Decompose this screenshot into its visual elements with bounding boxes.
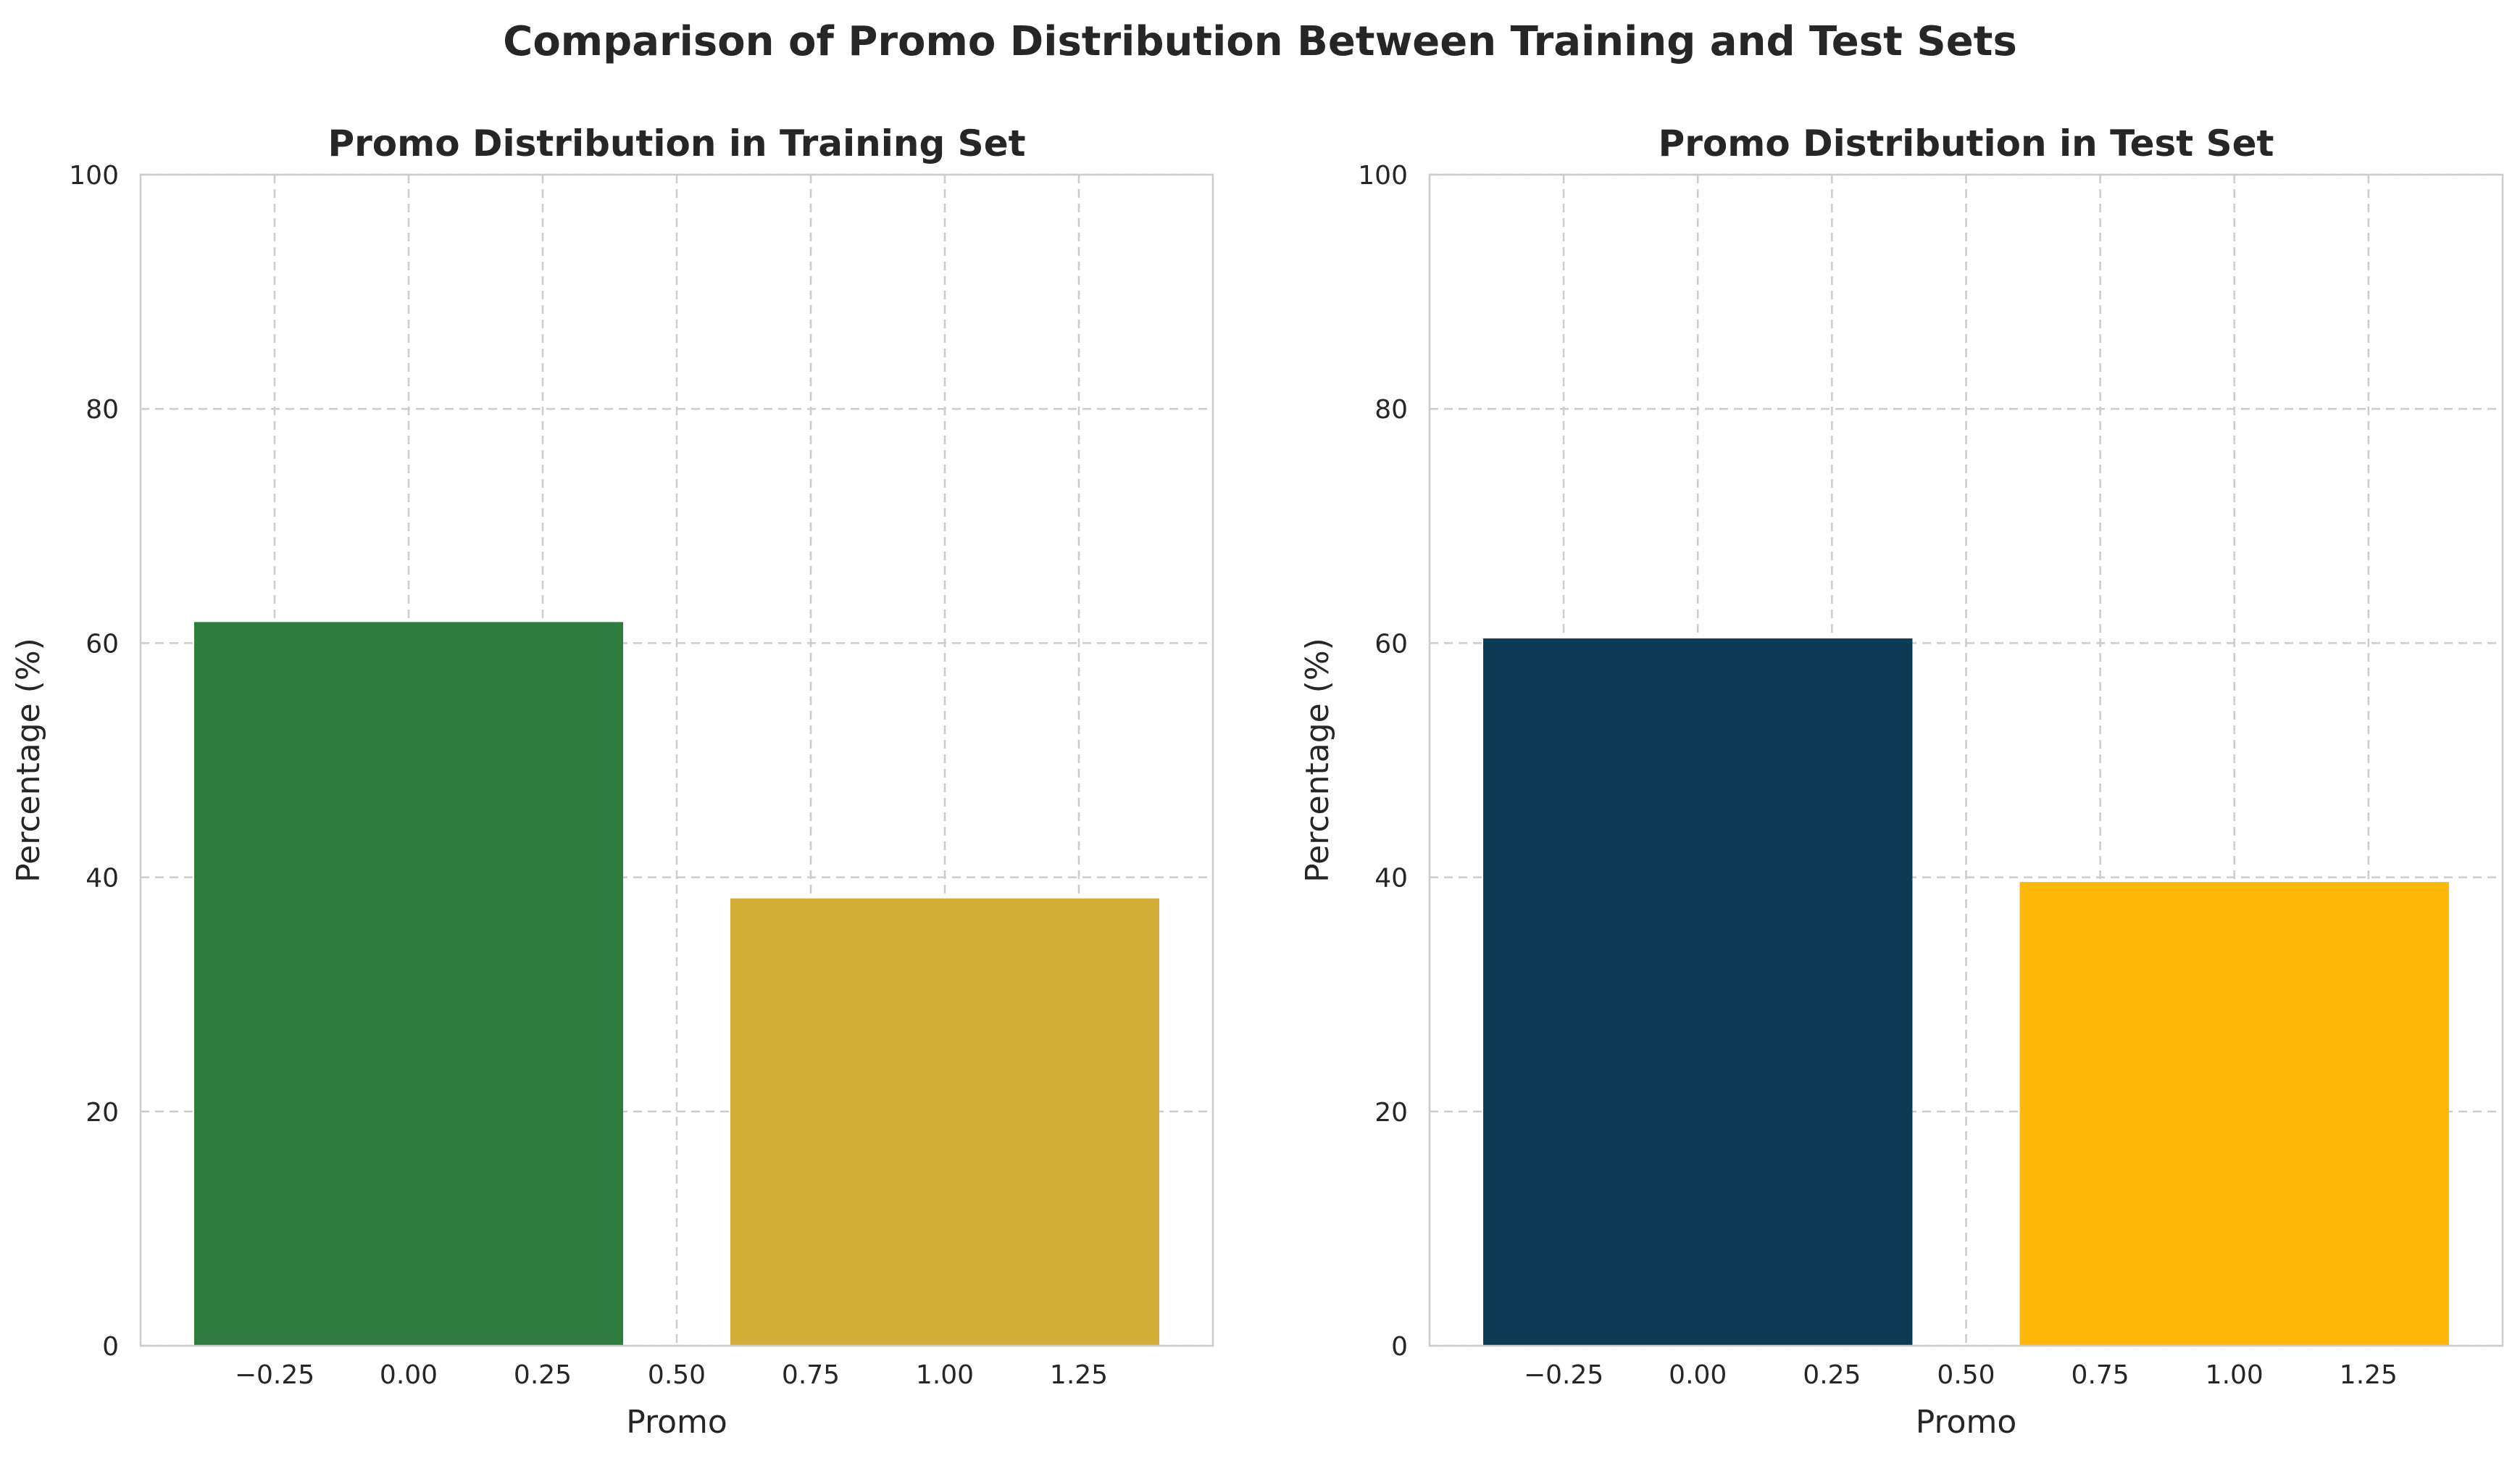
- figure-suptitle: Comparison of Promo Distribution Between…: [503, 18, 2017, 65]
- test-y-axis-label: Percentage (%): [1299, 638, 1336, 883]
- test-xtick-label-4: 0.75: [2072, 1360, 2129, 1390]
- training-bar-promo-0: [194, 622, 623, 1346]
- training-ytick-label-2: 40: [85, 864, 119, 894]
- test-panel-title: Promo Distribution in Test Set: [1659, 122, 2274, 165]
- training-y-axis-label: Percentage (%): [10, 638, 47, 883]
- training-xtick-label-3: 0.50: [648, 1360, 706, 1390]
- training-bars: [194, 622, 1159, 1346]
- training-ytick-label-4: 80: [85, 395, 119, 425]
- test-ytick-label-2: 40: [1374, 864, 1408, 894]
- test-set-panel: Promo Distribution in Test Set Promo Per…: [1299, 122, 2504, 1441]
- test-axes-frame: [1428, 173, 2504, 1347]
- test-x-axis-label: Promo: [1916, 1404, 2017, 1441]
- training-ytick-label-0: 0: [102, 1332, 119, 1362]
- test-ytick-label-0: 0: [1391, 1332, 1408, 1362]
- test-bar-promo-1: [2019, 882, 2449, 1346]
- training-xtick-label-2: 0.25: [514, 1360, 572, 1390]
- test-bars: [1483, 638, 2449, 1346]
- test-xtick-label-1: 0.00: [1669, 1360, 1727, 1390]
- training-xtick-label-6: 1.25: [1050, 1360, 1108, 1390]
- test-ytick-label-3: 60: [1374, 629, 1408, 659]
- training-xtick-label-0: −0.25: [235, 1360, 314, 1390]
- training-set-panel: Promo Distribution in Training Set Promo…: [10, 122, 1214, 1441]
- test-bar-promo-0: [1483, 638, 1913, 1346]
- test-ytick-label-4: 80: [1374, 395, 1408, 425]
- training-bar-promo-1: [730, 898, 1159, 1346]
- training-ytick-label-1: 20: [85, 1098, 119, 1128]
- training-xtick-label-4: 0.75: [782, 1360, 840, 1390]
- training-ytick-label-5: 100: [69, 161, 119, 191]
- training-xtick-label-5: 1.00: [916, 1360, 974, 1390]
- test-ytick-label-5: 100: [1358, 161, 1408, 191]
- training-ytick-label-3: 60: [85, 629, 119, 659]
- training-panel-title: Promo Distribution in Training Set: [327, 122, 1025, 165]
- test-ytick-label-1: 20: [1374, 1098, 1408, 1128]
- training-axes-frame: [139, 173, 1214, 1347]
- test-xtick-label-6: 1.25: [2340, 1360, 2398, 1390]
- training-xtick-label-1: 0.00: [380, 1360, 438, 1390]
- test-xtick-label-2: 0.25: [1803, 1360, 1861, 1390]
- test-xtick-label-5: 1.00: [2206, 1360, 2264, 1390]
- test-xtick-label-3: 0.50: [1937, 1360, 1995, 1390]
- test-xtick-label-0: −0.25: [1524, 1360, 1603, 1390]
- training-x-axis-label: Promo: [626, 1404, 727, 1441]
